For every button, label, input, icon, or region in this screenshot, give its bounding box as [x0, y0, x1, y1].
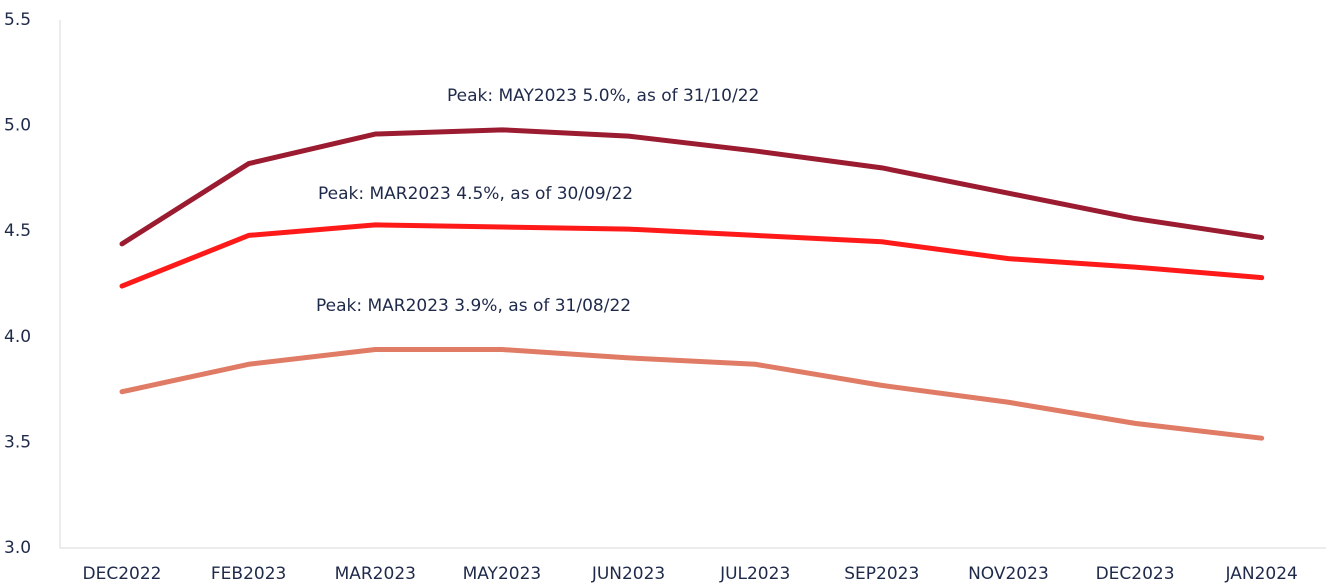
- y-tick-label: 4.5: [4, 221, 31, 241]
- x-tick-label: JUN2023: [591, 564, 665, 584]
- x-tick-label: DEC2023: [1096, 564, 1175, 584]
- y-tick-label: 3.0: [4, 538, 31, 558]
- x-tick-label: JUL2023: [719, 564, 790, 584]
- x-tick-label: FEB2023: [211, 564, 286, 584]
- x-tick-label: SEP2023: [844, 564, 919, 584]
- series-line: [119, 222, 1265, 289]
- x-tick-label: DEC2022: [83, 564, 162, 584]
- x-tick-label: NOV2023: [968, 564, 1049, 584]
- x-tick-label: JAN2024: [1225, 564, 1298, 584]
- x-tick-label: MAY2023: [463, 564, 542, 584]
- x-tick-label: MAR2023: [335, 564, 416, 584]
- annotation: Peak: MAR2023 4.5%, as of 30/09/22: [318, 184, 633, 204]
- series-line: [119, 127, 1265, 247]
- annotation: Peak: MAR2023 3.9%, as of 31/08/22: [316, 296, 631, 316]
- series-line: [119, 346, 1265, 441]
- annotation: Peak: MAY2023 5.0%, as of 31/10/22: [447, 86, 759, 106]
- y-tick-label: 5.0: [4, 116, 31, 136]
- y-tick-label: 3.5: [4, 432, 31, 452]
- y-tick-label: 5.5: [4, 10, 31, 30]
- y-tick-label: 4.0: [4, 327, 31, 347]
